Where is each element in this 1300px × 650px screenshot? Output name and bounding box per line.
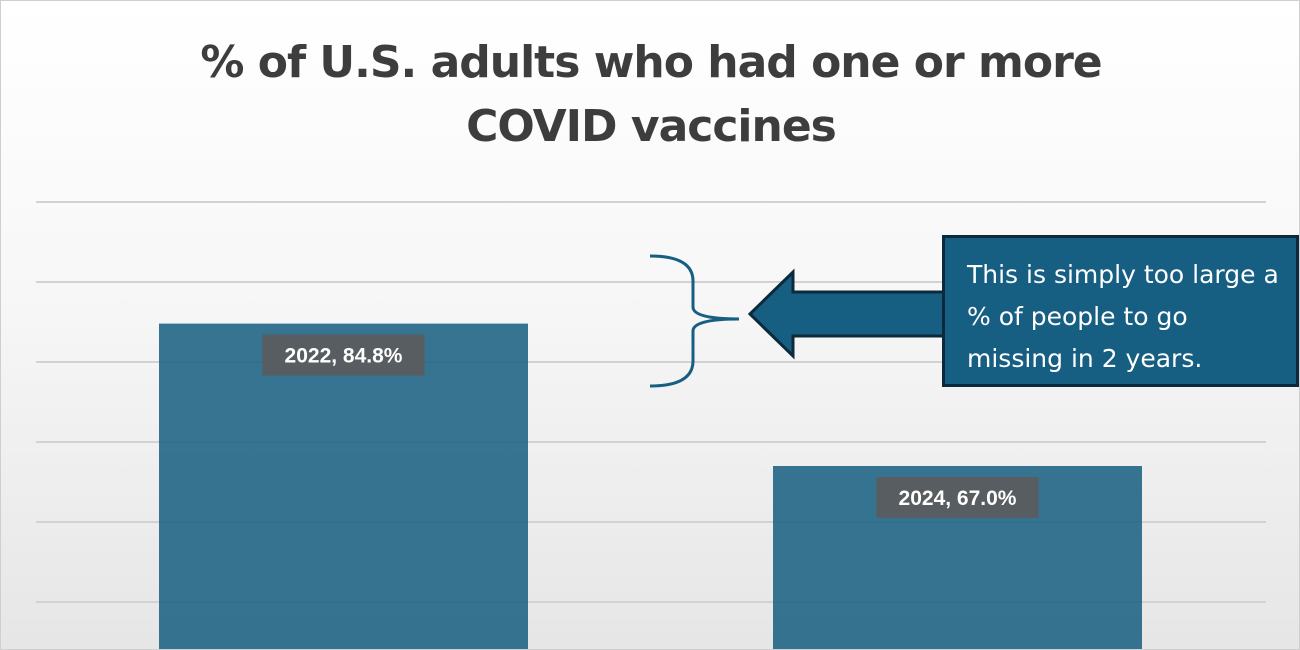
difference-brace-group [649, 254, 740, 388]
chart-title-line-1: % of U.S. adults who had one or more [200, 37, 1102, 88]
data-label-background [876, 477, 1039, 518]
difference-brace [649, 254, 740, 388]
callout-arrow [747, 268, 953, 360]
callout-arrow-group [747, 268, 953, 360]
chart-title: % of U.S. adults who had one or more COV… [151, 31, 1151, 159]
chart-title-line-2: COVID vaccines [466, 101, 837, 152]
callout-text: This is simply too large a % of people t… [967, 260, 1279, 373]
data-label-background [262, 334, 425, 376]
bar-2022 [159, 323, 528, 649]
bars [159, 323, 1142, 649]
callout-box: This is simply too large a % of people t… [942, 235, 1299, 387]
data-labels: 2022, 84.8% 2024, 67.0% [262, 334, 1039, 518]
data-label-2024: 2024, 67.0% [899, 487, 1017, 510]
data-label-2022: 2022, 84.8% [285, 345, 403, 368]
